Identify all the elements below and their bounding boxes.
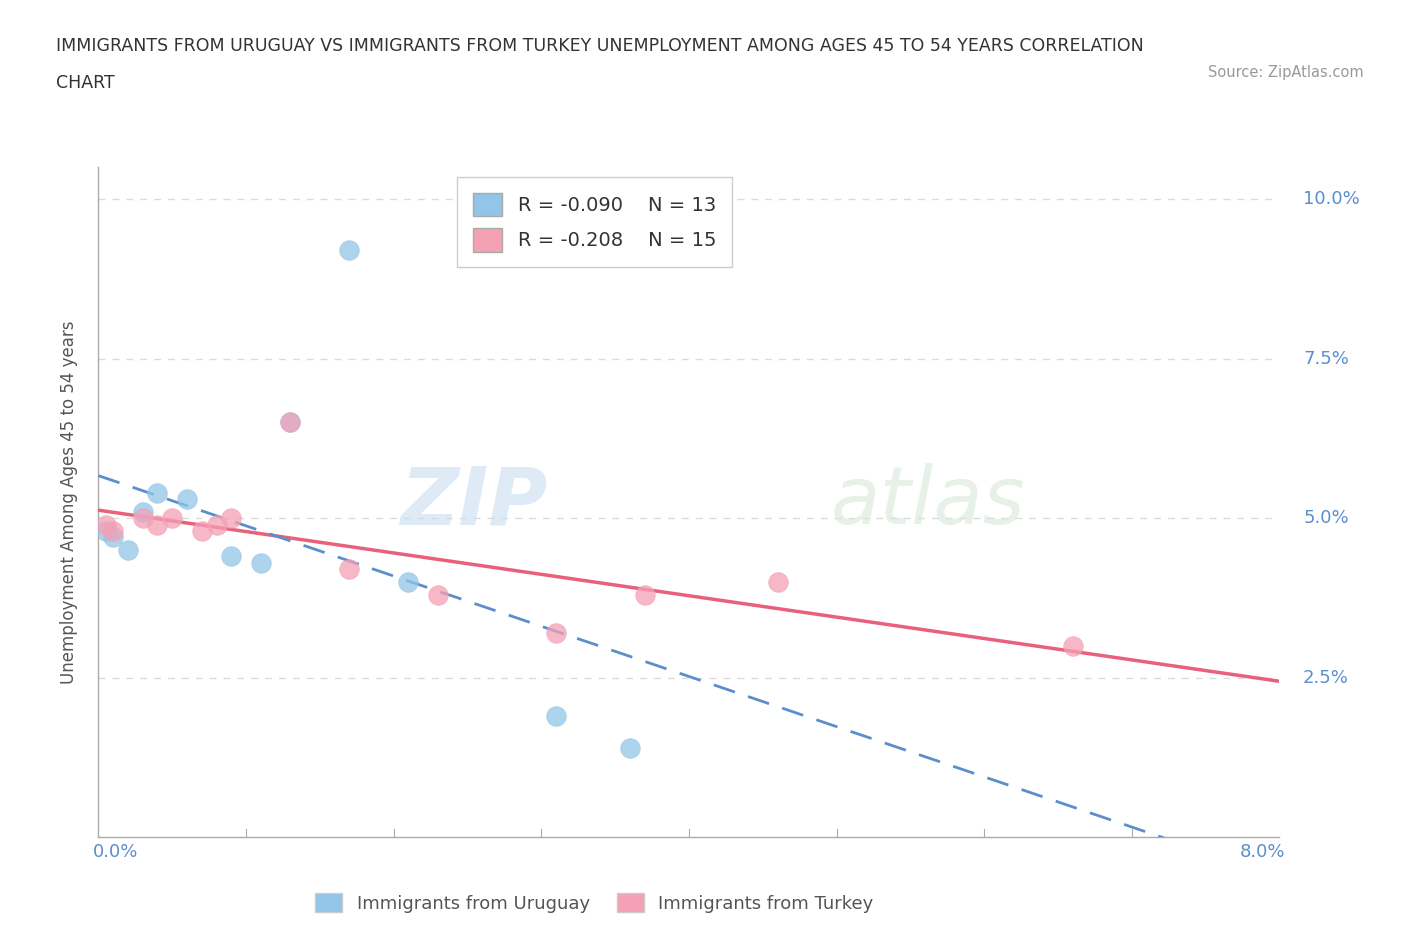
Text: atlas: atlas xyxy=(831,463,1025,541)
Point xyxy=(146,517,169,532)
Point xyxy=(633,587,655,602)
Text: 0.0%: 0.0% xyxy=(93,843,138,861)
Point xyxy=(1062,638,1084,653)
Point xyxy=(278,415,301,430)
Point xyxy=(219,511,242,525)
Point xyxy=(278,415,301,430)
Text: 8.0%: 8.0% xyxy=(1240,843,1285,861)
Point xyxy=(766,575,789,590)
Point xyxy=(219,549,242,564)
Text: 10.0%: 10.0% xyxy=(1303,191,1360,208)
Point xyxy=(103,530,124,545)
Point xyxy=(544,626,567,641)
Text: IMMIGRANTS FROM URUGUAY VS IMMIGRANTS FROM TURKEY UNEMPLOYMENT AMONG AGES 45 TO : IMMIGRANTS FROM URUGUAY VS IMMIGRANTS FR… xyxy=(56,37,1144,55)
Text: Source: ZipAtlas.com: Source: ZipAtlas.com xyxy=(1208,65,1364,80)
Point xyxy=(117,542,139,557)
Text: 7.5%: 7.5% xyxy=(1303,350,1348,367)
Point xyxy=(94,524,117,538)
Point xyxy=(103,524,124,538)
Point xyxy=(176,492,198,507)
Point xyxy=(250,555,273,570)
Point xyxy=(426,587,449,602)
Y-axis label: Unemployment Among Ages 45 to 54 years: Unemployment Among Ages 45 to 54 years xyxy=(59,321,77,684)
Point xyxy=(337,562,360,577)
Point xyxy=(146,485,169,500)
Point xyxy=(94,517,117,532)
Point xyxy=(132,511,155,525)
Point xyxy=(205,517,228,532)
Legend: Immigrants from Uruguay, Immigrants from Turkey: Immigrants from Uruguay, Immigrants from… xyxy=(307,884,883,922)
Point xyxy=(619,740,641,755)
Text: 5.0%: 5.0% xyxy=(1303,509,1348,527)
Point xyxy=(191,524,214,538)
Point xyxy=(337,243,360,258)
Text: CHART: CHART xyxy=(56,74,115,92)
Text: 2.5%: 2.5% xyxy=(1303,669,1348,686)
Point xyxy=(162,511,183,525)
Point xyxy=(544,709,567,724)
Point xyxy=(132,504,155,519)
Text: ZIP: ZIP xyxy=(399,463,547,541)
Point xyxy=(396,575,419,590)
